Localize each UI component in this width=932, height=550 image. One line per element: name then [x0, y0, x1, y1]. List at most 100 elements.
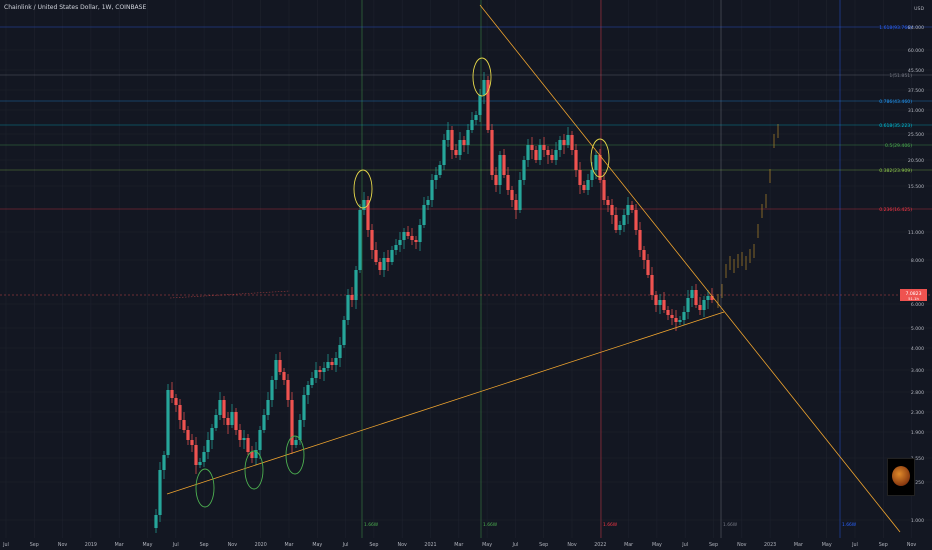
- price-tick-label: 6.000: [911, 302, 924, 308]
- candle-body: [574, 150, 578, 170]
- time-tick-label: Mar: [624, 542, 633, 548]
- highlight-circle: [244, 450, 264, 490]
- time-tick-label: Sep: [200, 542, 209, 548]
- candle-body: [582, 185, 586, 190]
- candle-body: [566, 135, 570, 145]
- candle-body: [202, 452, 206, 462]
- candle-body: [614, 215, 618, 230]
- chart-title: Chainlink / United States Dollar, 1W, CO…: [4, 4, 147, 11]
- candle-body: [286, 380, 290, 400]
- candle-body: [162, 455, 166, 470]
- price-axis[interactable]: USD 84.000 60.000 45.500 37.500 31.000 25.500 2…: [908, 6, 925, 524]
- candle-body: [234, 412, 238, 430]
- candle-body: [654, 295, 658, 305]
- time-tick-label: Jul: [342, 542, 349, 548]
- candle-body: [498, 155, 502, 185]
- candle-body: [702, 300, 706, 310]
- fib-label: 1(51.851): [889, 73, 912, 79]
- candle-body: [634, 210, 638, 230]
- candle-body: [278, 360, 282, 372]
- time-tick-label: Jul: [172, 542, 179, 548]
- candle-body: [430, 180, 434, 200]
- candle-body: [222, 400, 226, 418]
- time-tick-label: May: [652, 542, 662, 548]
- price-tick-label: 5.000: [911, 326, 924, 332]
- candle-body: [662, 300, 666, 310]
- time-axis[interactable]: Jul Sep Nov 2019 Mar May Jul Sep Nov 2020 Mar May Ju…: [2, 542, 916, 548]
- projection-series: [717, 124, 779, 308]
- candle-body: [542, 145, 546, 150]
- candle-body: [370, 230, 374, 250]
- candle-body: [246, 438, 250, 452]
- candle-body: [270, 380, 274, 400]
- time-tick-label: Nov: [58, 542, 68, 548]
- candle-body: [298, 420, 302, 440]
- candlestick-series: [154, 72, 714, 533]
- fib-label: 0.382(23.909): [879, 168, 912, 174]
- candle-body: [186, 430, 190, 440]
- candle-body: [570, 135, 574, 150]
- time-tick-label: Sep: [879, 542, 888, 548]
- candle-body: [366, 200, 370, 230]
- candle-body: [618, 225, 622, 230]
- candle-body: [638, 230, 642, 250]
- candle-body: [386, 258, 390, 262]
- candle-body: [314, 370, 318, 378]
- candle-body: [486, 80, 490, 130]
- candle-body: [526, 145, 530, 160]
- price-tick-label: 37.500: [908, 88, 924, 94]
- candle-body: [590, 170, 594, 180]
- candle-body: [190, 440, 194, 445]
- candle-body: [442, 140, 446, 165]
- candle-body: [522, 160, 526, 180]
- candle-body: [398, 240, 402, 245]
- candle-body: [170, 390, 174, 398]
- current-price-label: 7.0823: [905, 291, 921, 297]
- time-tick-label: Mar: [794, 542, 803, 548]
- candle-body: [330, 362, 334, 365]
- candle-body: [154, 515, 158, 528]
- candle-body: [434, 175, 438, 180]
- vertical-marker-label: 1.66W: [723, 522, 738, 528]
- candle-body: [602, 180, 606, 200]
- price-tick-label: 1.000: [911, 518, 924, 524]
- candle-body: [666, 310, 670, 315]
- candle-body: [534, 150, 538, 160]
- candle-body: [374, 250, 378, 262]
- price-tick-label: 3.400: [911, 368, 924, 374]
- candle-body: [490, 130, 494, 175]
- candle-body: [362, 200, 366, 210]
- time-tick-label: Sep: [709, 542, 718, 548]
- candle-body: [218, 400, 222, 415]
- candle-body: [506, 175, 510, 190]
- candle-body: [274, 360, 278, 380]
- candle-body: [266, 400, 270, 415]
- highlight-circle: [590, 138, 610, 178]
- highlight-circle: [353, 169, 373, 209]
- candle-body: [406, 232, 410, 236]
- candle-body: [538, 145, 542, 160]
- candle-body: [178, 405, 182, 420]
- highlight-circle: [472, 57, 492, 97]
- vertical-marker-label: 1.66W: [603, 522, 618, 528]
- price-tick-label: USD: [914, 6, 924, 12]
- candle-body: [710, 296, 714, 300]
- vertical-marker-label: 1.66W: [483, 522, 498, 528]
- candle-body: [562, 140, 566, 145]
- time-tick-label: Jul: [851, 542, 858, 548]
- price-tick-label: 2.300: [911, 410, 924, 416]
- time-tick-label: Jul: [681, 542, 688, 548]
- candle-body: [322, 368, 326, 372]
- candle-body: [198, 462, 202, 465]
- candle-body: [446, 130, 450, 140]
- candle-body: [282, 372, 286, 380]
- candle-body: [254, 450, 258, 458]
- candle-body: [670, 315, 674, 318]
- candle-body: [346, 295, 350, 320]
- price-tick-label: 25.500: [908, 132, 924, 138]
- candle-body: [334, 358, 338, 365]
- price-tag-box: [900, 289, 927, 301]
- fib-levels: 1.618(93.766) 1(51.851) 0.786(43.460) 0.618…: [0, 25, 932, 213]
- price-tick-label: 1.900: [911, 430, 924, 436]
